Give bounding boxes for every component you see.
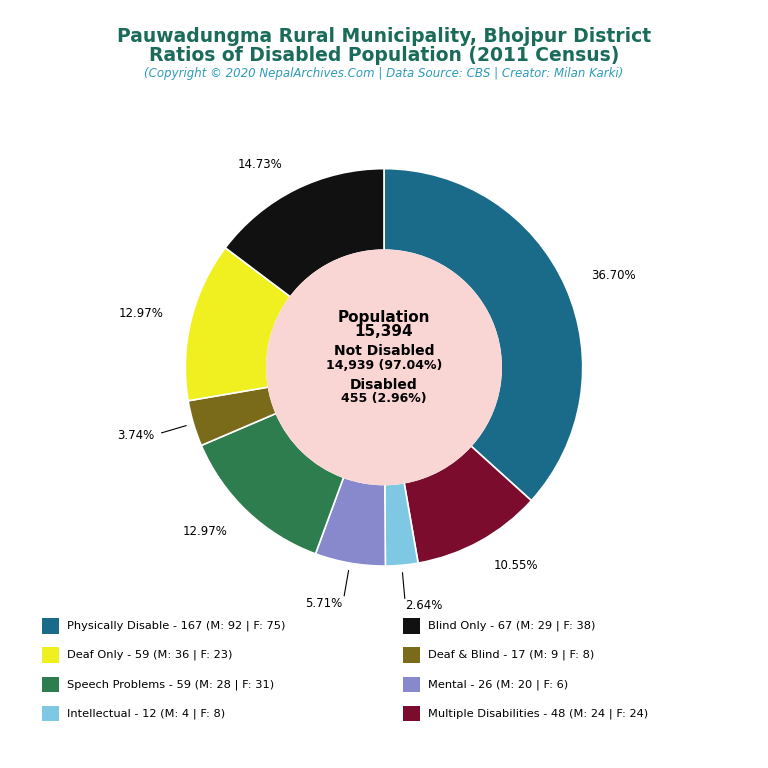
Text: Physically Disable - 167 (M: 92 | F: 75): Physically Disable - 167 (M: 92 | F: 75) [67,621,285,631]
Wedge shape [225,169,384,296]
Text: Multiple Disabilities - 48 (M: 24 | F: 24): Multiple Disabilities - 48 (M: 24 | F: 2… [428,708,648,719]
Text: Deaf Only - 59 (M: 36 | F: 23): Deaf Only - 59 (M: 36 | F: 23) [67,650,232,660]
Text: 3.74%: 3.74% [117,429,154,442]
Text: 10.55%: 10.55% [494,559,538,572]
Text: (Copyright © 2020 NepalArchives.Com | Data Source: CBS | Creator: Milan Karki): (Copyright © 2020 NepalArchives.Com | Da… [144,67,624,80]
Circle shape [266,250,502,485]
Text: 5.71%: 5.71% [306,597,343,610]
Wedge shape [185,248,290,401]
Wedge shape [385,483,418,566]
Text: Pauwadungma Rural Municipality, Bhojpur District: Pauwadungma Rural Municipality, Bhojpur … [117,27,651,46]
Wedge shape [316,478,386,566]
Text: Blind Only - 67 (M: 29 | F: 38): Blind Only - 67 (M: 29 | F: 38) [428,621,595,631]
Text: Not Disabled: Not Disabled [334,344,434,359]
Text: Intellectual - 12 (M: 4 | F: 8): Intellectual - 12 (M: 4 | F: 8) [67,708,225,719]
Wedge shape [404,446,531,563]
Text: Mental - 26 (M: 20 | F: 6): Mental - 26 (M: 20 | F: 6) [428,679,568,690]
Text: 12.97%: 12.97% [119,307,164,320]
Text: Disabled: Disabled [350,378,418,392]
Text: 455 (2.96%): 455 (2.96%) [341,392,427,406]
Text: 14.73%: 14.73% [238,158,283,171]
Text: 36.70%: 36.70% [591,269,636,282]
Text: Deaf & Blind - 17 (M: 9 | F: 8): Deaf & Blind - 17 (M: 9 | F: 8) [428,650,594,660]
Wedge shape [384,169,583,501]
Text: 12.97%: 12.97% [183,525,228,538]
Wedge shape [201,413,343,554]
Text: Population: Population [338,310,430,325]
Text: Ratios of Disabled Population (2011 Census): Ratios of Disabled Population (2011 Cens… [149,46,619,65]
Text: 14,939 (97.04%): 14,939 (97.04%) [326,359,442,372]
Text: 2.64%: 2.64% [406,599,443,612]
Wedge shape [188,387,276,445]
Text: 15,394: 15,394 [355,324,413,339]
Text: Speech Problems - 59 (M: 28 | F: 31): Speech Problems - 59 (M: 28 | F: 31) [67,679,274,690]
